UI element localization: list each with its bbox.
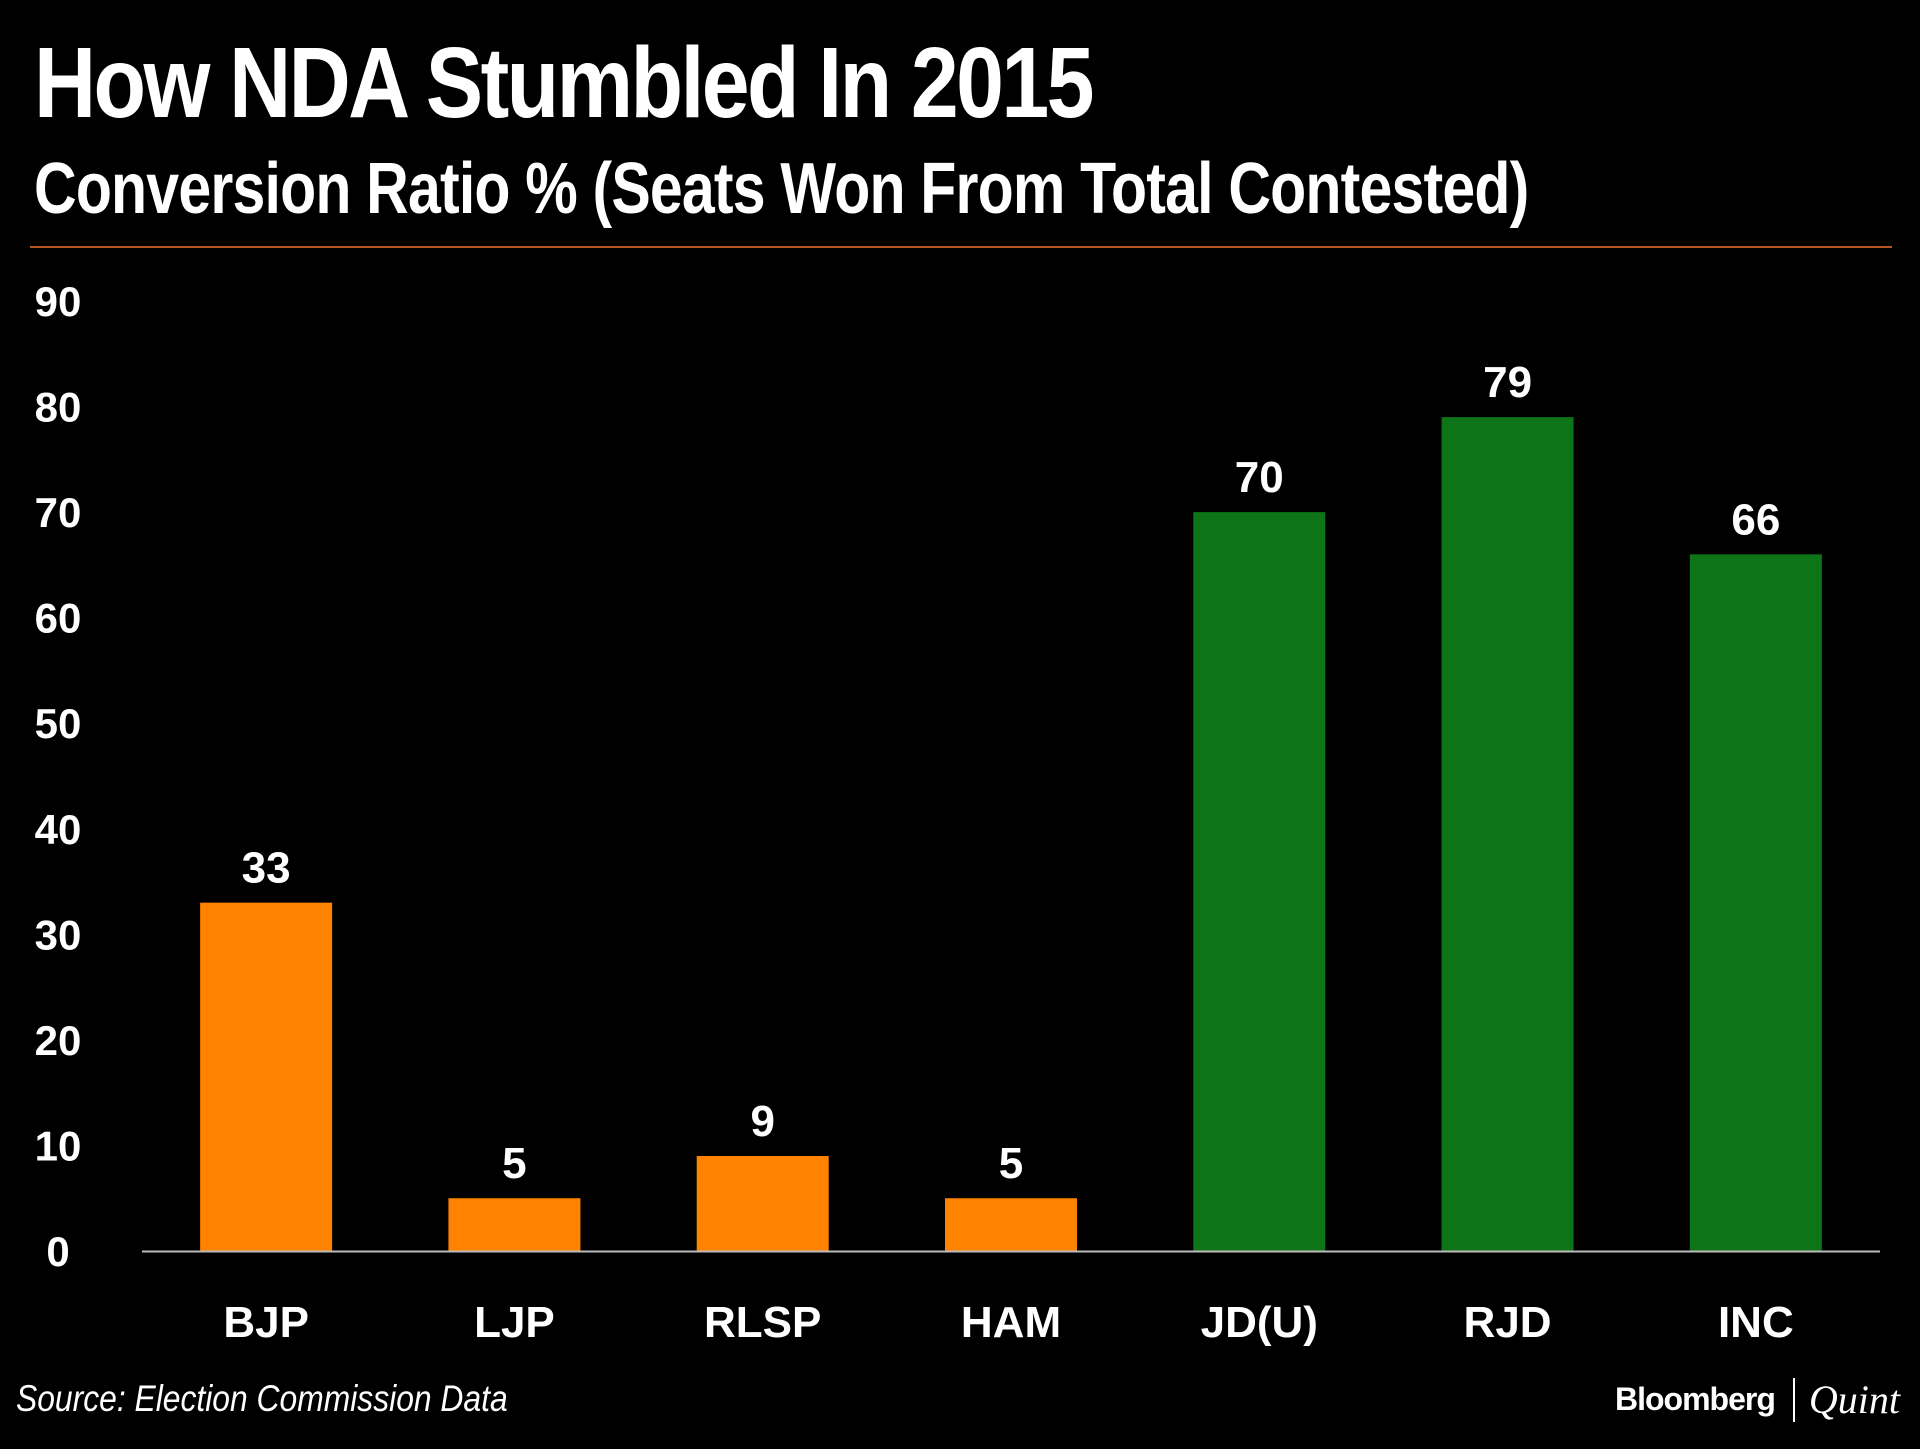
chart-title: How NDA Stumbled In 2015: [34, 27, 1094, 139]
x-tick-label-bjp: BJP: [223, 1298, 309, 1347]
bar-bjp: [200, 902, 333, 1251]
bar-value-label-jdu: 70: [1235, 453, 1284, 502]
title-divider: [30, 246, 1892, 248]
x-tick-label-ham: HAM: [961, 1298, 1061, 1347]
y-tick-label-80: 80: [35, 384, 82, 431]
y-tick-label-40: 40: [35, 806, 82, 853]
y-tick-label-50: 50: [35, 700, 82, 747]
bars: [200, 417, 1822, 1252]
x-tick-label-rlsp: RLSP: [704, 1298, 821, 1347]
x-tick-label-inc: INC: [1718, 1298, 1794, 1347]
source-note: Source: Election Commission Data: [16, 1378, 508, 1419]
brand-logo: Bloomberg Quint: [1615, 1376, 1900, 1423]
bar-value-label-ham: 5: [999, 1139, 1023, 1188]
bar-ham: [945, 1198, 1077, 1251]
bar-value-label-bjp: 33: [242, 844, 291, 893]
x-tick-label-jdu: JD(U): [1201, 1298, 1318, 1347]
chart-subtitle: Conversion Ratio % (Seats Won From Total…: [34, 149, 1529, 229]
x-tick-label-rjd: RJD: [1464, 1298, 1552, 1347]
bar-jdu: [1193, 512, 1326, 1251]
bar-ljp: [448, 1198, 581, 1251]
y-tick-label-70: 70: [35, 489, 82, 536]
bar-chart: 0 10 20 30 40 50 60 70 80 90 33 5 9 5 70 79 66 BJP LJP RL…: [35, 278, 1880, 1347]
y-tick-label-10: 10: [35, 1122, 82, 1169]
bar-value-label-inc: 66: [1731, 495, 1780, 544]
bar-value-label-rlsp: 9: [750, 1097, 774, 1146]
y-tick-label-60: 60: [35, 595, 82, 642]
brand-secondary: Quint: [1808, 1377, 1900, 1422]
y-tick-label-90: 90: [35, 278, 82, 325]
x-tick-label-ljp: LJP: [474, 1298, 555, 1347]
x-axis: BJP LJP RLSP HAM JD(U) RJD INC: [142, 1250, 1880, 1347]
bar-inc: [1689, 554, 1822, 1251]
y-tick-label-0: 0: [46, 1228, 69, 1275]
brand-primary: Bloomberg: [1614, 1381, 1776, 1417]
bar-rlsp: [696, 1156, 829, 1251]
y-tick-label-30: 30: [35, 911, 82, 958]
bar-rjd: [1441, 417, 1574, 1252]
brand-separator: [1792, 1377, 1795, 1422]
bar-value-label-rjd: 79: [1483, 358, 1532, 407]
bar-value-label-ljp: 5: [502, 1139, 526, 1188]
y-tick-label-20: 20: [35, 1017, 82, 1064]
bar-value-labels: 33 5 9 5 70 79 66: [242, 358, 1781, 1188]
y-axis: 0 10 20 30 40 50 60 70 80 90: [35, 278, 82, 1275]
